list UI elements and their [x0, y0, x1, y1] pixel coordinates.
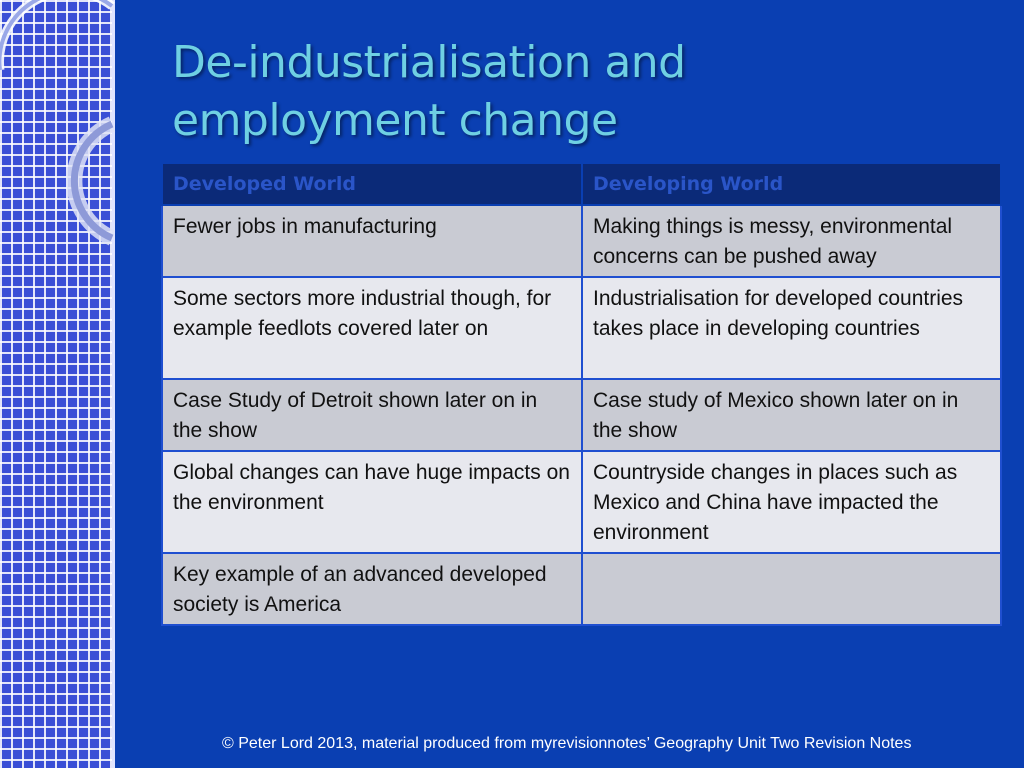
slide-title: De-industrialisation and employment chan… — [172, 34, 972, 150]
header-developing-world: Developing World — [581, 162, 1002, 206]
decorative-arcs — [0, 0, 116, 246]
table-row: Global changes can have huge impacts on … — [161, 450, 1002, 554]
table-cell: Making things is messy, environmental co… — [581, 204, 1002, 278]
table-cell: Global changes can have huge impacts on … — [161, 450, 583, 554]
table-row: Case Study of Detroit shown later on in … — [161, 378, 1002, 452]
copyright-footer: © Peter Lord 2013, material produced fro… — [222, 735, 912, 752]
title-line-2: employment change — [172, 95, 618, 146]
table-row: Some sectors more industrial though, for… — [161, 276, 1002, 380]
table-cell: Countryside changes in places such as Me… — [581, 450, 1002, 554]
comparison-table: Developed World Developing World Fewer j… — [161, 162, 1002, 626]
table-cell — [581, 552, 1002, 626]
table-cell: Some sectors more industrial though, for… — [161, 276, 583, 380]
table-cell: Case Study of Detroit shown later on in … — [161, 378, 583, 452]
table-cell: Industrialisation for developed countrie… — [581, 276, 1002, 380]
table-cell: Key example of an advanced developed soc… — [161, 552, 583, 626]
strip-divider — [112, 0, 115, 768]
table-header-row: Developed World Developing World — [161, 162, 1002, 206]
table-cell: Case study of Mexico shown later on in t… — [581, 378, 1002, 452]
table-cell: Fewer jobs in manufacturing — [161, 204, 583, 278]
table-row: Key example of an advanced developed soc… — [161, 552, 1002, 626]
table-row: Fewer jobs in manufacturing Making thing… — [161, 204, 1002, 278]
header-developed-world: Developed World — [161, 162, 583, 206]
title-line-1: De-industrialisation and — [172, 37, 686, 88]
